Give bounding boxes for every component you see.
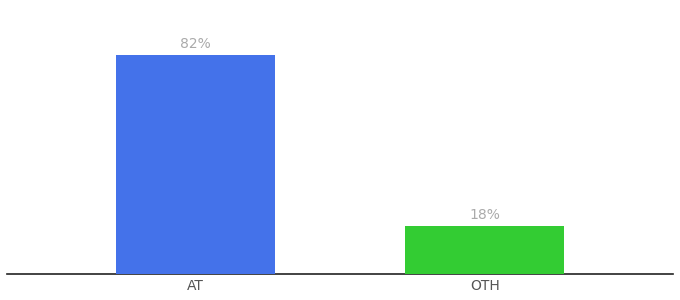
Bar: [116, 55, 275, 274]
Text: 82%: 82%: [180, 37, 211, 51]
Text: 18%: 18%: [469, 208, 500, 221]
Bar: [405, 226, 564, 274]
